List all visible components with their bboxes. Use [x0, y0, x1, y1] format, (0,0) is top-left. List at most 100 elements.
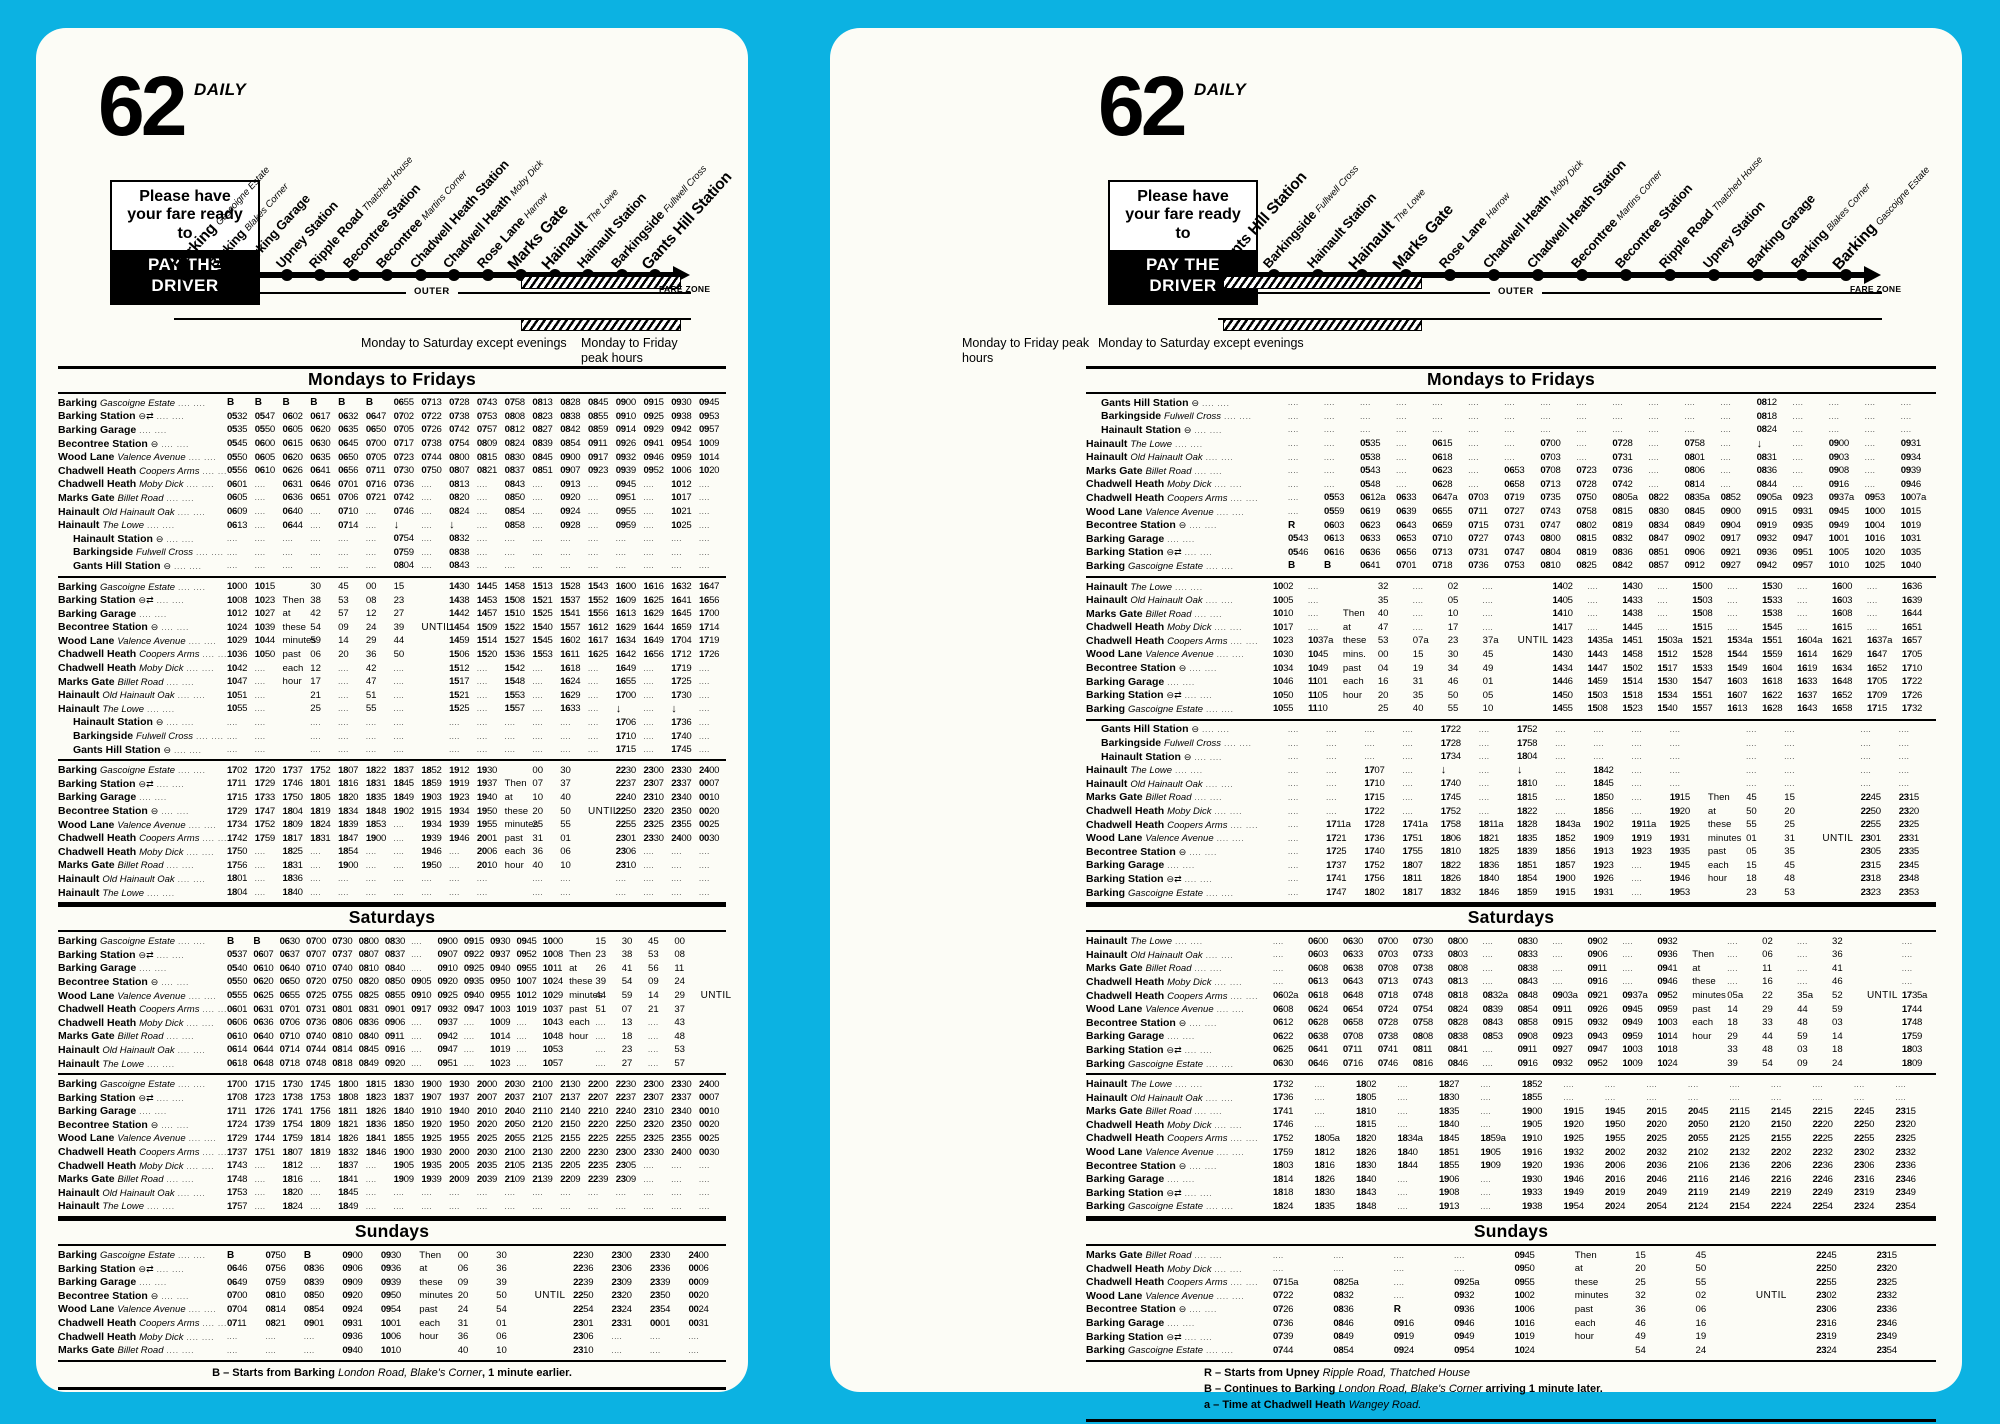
- time-cell: 1014: [490, 1030, 511, 1042]
- timetable-row: Chadwell Heath Moby Dick .... ..........…: [1086, 478, 1936, 492]
- time-cell: ....: [611, 1332, 623, 1342]
- time-cell: 1714: [699, 621, 720, 633]
- time-cell: ....: [532, 745, 544, 755]
- time-cell: 1719: [699, 635, 720, 647]
- time-cell: ....: [254, 731, 266, 741]
- time-cell: ....: [1631, 806, 1643, 816]
- time-cell: ....: [365, 507, 377, 517]
- time-cell: ....: [411, 1059, 422, 1069]
- time-cell: 0816: [1412, 1058, 1433, 1070]
- time-cell: 1811a: [1478, 819, 1504, 831]
- time-cell: 1726: [1901, 689, 1923, 701]
- stop-label: Barkingside Fulwell Cross .... ....: [1101, 410, 1252, 423]
- time-cell: 2236: [573, 1263, 594, 1275]
- time-cell: 0858: [1517, 1017, 1538, 1029]
- timetable-row: Marks Gate Billet Road .... .... 0605....…: [58, 491, 726, 505]
- time-cell: 15: [1746, 859, 1757, 871]
- stop-name: Becontree Station: [1611, 180, 1696, 271]
- timetable-row: Gants Hill Station ⊖ .... ..............…: [58, 743, 726, 757]
- time-cell: ....: [254, 520, 266, 530]
- time-cell: 0951: [1792, 546, 1813, 558]
- time-cell: 0919: [1756, 519, 1777, 531]
- time-cell: 44: [1797, 1003, 1808, 1015]
- time-cell: 1742: [227, 832, 248, 844]
- time-cell: 0911: [1552, 1003, 1573, 1015]
- zone-caption: Monday to Friday peak hours: [962, 336, 1090, 365]
- timetable-row: Barking Gascoigne Estate .... .... B B B B B B…: [58, 396, 726, 410]
- time-cell: 0940: [490, 962, 511, 974]
- time-cell: [1755, 1248, 1815, 1262]
- time-cell: 1023: [254, 594, 275, 606]
- time-cell: 05: [1746, 846, 1757, 858]
- footnote-part: , 1 minute earlier.: [482, 1367, 572, 1379]
- time-cell: ....: [1468, 452, 1479, 462]
- time-cell: ....: [1432, 398, 1443, 408]
- time-cell: 1831: [282, 859, 303, 871]
- time-cell: ....: [1631, 738, 1643, 748]
- time-cell: ....: [699, 663, 710, 673]
- time-cell: ....: [1797, 595, 1808, 605]
- time-cell: 57: [338, 608, 349, 620]
- time-cell: 2320: [1898, 805, 1919, 817]
- time-cell: 1801: [227, 873, 248, 885]
- time-cell: 1852: [1555, 832, 1576, 844]
- time-cell: ....: [476, 1188, 488, 1198]
- stop-label: Becontree Station ⊖ .... ....: [1086, 1303, 1218, 1316]
- time-cell: 35: [1412, 689, 1424, 701]
- time-cell: ↓: [449, 519, 455, 532]
- stop-label: Chadwell Heath Coopers Arms .... ....: [1086, 1132, 1259, 1145]
- time-cell: [418, 1343, 456, 1357]
- time-cell: ....: [365, 520, 377, 530]
- time-cell: 0020: [688, 1290, 709, 1302]
- time-cell: 1446: [1552, 676, 1573, 688]
- time-cell: 0653: [1396, 533, 1417, 545]
- time-cell: 35: [1784, 846, 1795, 858]
- time-cell: ↓: [1517, 764, 1523, 777]
- time-cell: at: [1574, 1263, 1583, 1275]
- time-cell: 1656: [699, 594, 720, 606]
- time-cell: 1835: [1517, 832, 1538, 844]
- time-cell: ....: [699, 731, 710, 741]
- time-cell: ....: [615, 1188, 627, 1198]
- time-cell: 0009: [688, 1276, 709, 1288]
- stop-label: Becontree Station ⊖ .... ....: [1086, 519, 1218, 532]
- time-cell: 1459: [449, 635, 470, 647]
- time-cell: [700, 1057, 726, 1071]
- time-cell: ....: [1784, 738, 1795, 748]
- time-cell: 0939: [1900, 465, 1921, 477]
- time-cell: 1930: [421, 1146, 442, 1158]
- time-cell: 1012: [671, 478, 692, 490]
- time-cell: 2050: [504, 1119, 525, 1131]
- stop-label: Barking Gascoigne Estate .... ....: [1086, 886, 1234, 899]
- time-cell: ....: [1397, 1188, 1409, 1198]
- time-cell: 1843: [1356, 1187, 1377, 1199]
- time-cell: 2145: [1771, 1105, 1792, 1117]
- time-cell: 31: [1412, 676, 1424, 688]
- time-cell: [534, 1316, 572, 1330]
- time-cell: 1012: [227, 608, 248, 620]
- time-cell: 1018: [1657, 1044, 1678, 1056]
- time-cell: 44: [595, 990, 607, 1002]
- time-cell: 1704: [671, 635, 692, 647]
- time-cell: ....: [1288, 479, 1299, 489]
- time-cell: 0630: [1342, 935, 1364, 947]
- time-cell: 1634: [1832, 662, 1853, 674]
- time-cell: 1933: [1522, 1187, 1543, 1199]
- time-cell: 0644: [253, 1044, 274, 1056]
- stop-label: Chadwell Heath Moby Dick .... ....: [1086, 975, 1243, 988]
- stop-label: Chadwell Heath Moby Dick .... ....: [58, 662, 215, 675]
- time-cell: 1000: [227, 581, 248, 593]
- time-cell: 2210: [587, 1105, 609, 1117]
- time-cell: 1457: [476, 608, 498, 620]
- time-cell: ....: [671, 874, 682, 884]
- stop-label: Barking Garage .... ....: [1086, 1173, 1196, 1186]
- time-cell: 0906: [1684, 546, 1705, 558]
- time-cell: 02: [1447, 581, 1459, 593]
- time-cell: 1840: [1397, 1146, 1418, 1158]
- time-cell: 1808: [338, 1092, 359, 1104]
- time-cell: 1840: [393, 1105, 414, 1117]
- time-cell: 0857: [1648, 560, 1669, 572]
- stop-label: Marks Gate Billet Road .... ....: [58, 675, 195, 688]
- time-cell: [282, 716, 310, 730]
- time-cell: 0955: [490, 990, 511, 1002]
